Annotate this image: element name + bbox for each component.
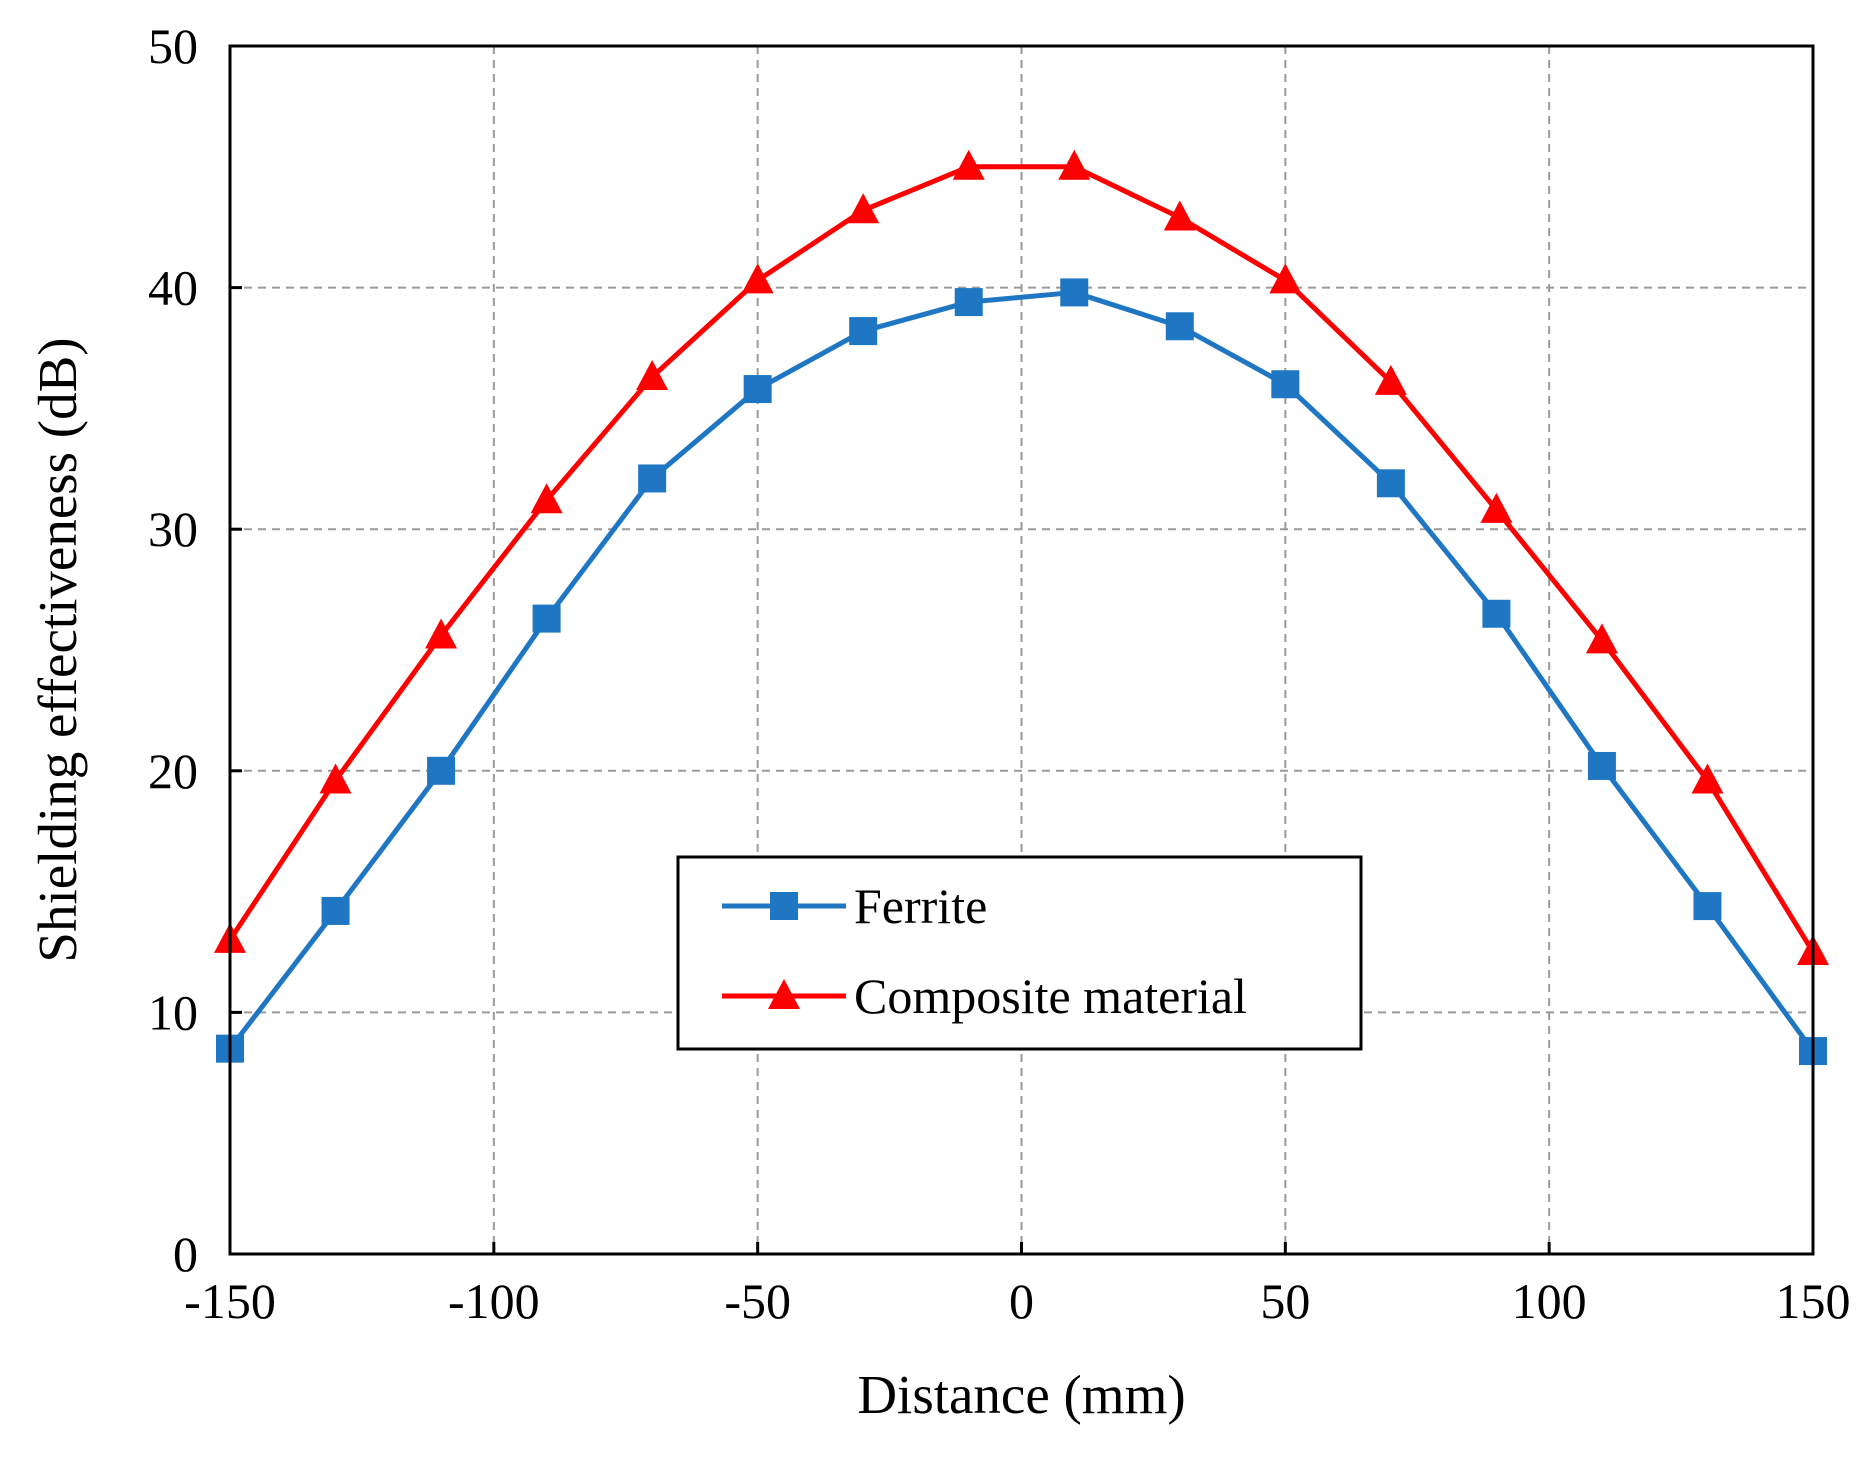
data-point <box>1060 278 1089 307</box>
data-point <box>954 288 983 317</box>
legend-marker <box>768 979 800 1009</box>
y-tick-label: 30 <box>148 501 198 557</box>
series-layer <box>214 149 1829 1066</box>
data-point <box>1058 149 1091 180</box>
y-tick-label: 20 <box>148 743 198 799</box>
y-tick-label: 10 <box>148 984 198 1040</box>
data-point <box>638 464 667 493</box>
data-point <box>427 756 456 785</box>
legend-label: Ferrite <box>854 878 987 934</box>
data-point <box>952 149 985 180</box>
x-tick-label: 150 <box>1776 1273 1851 1329</box>
data-point <box>1271 370 1300 399</box>
data-point <box>1376 469 1405 498</box>
data-point <box>1163 200 1196 231</box>
data-point <box>1585 623 1618 654</box>
data-point <box>1480 492 1513 523</box>
data-point <box>532 604 561 633</box>
data-point <box>741 263 774 294</box>
grid <box>230 46 1813 1254</box>
x-tick-label: 100 <box>1512 1273 1587 1329</box>
x-tick-label: -50 <box>724 1273 791 1329</box>
data-point <box>319 763 352 794</box>
data-point <box>1693 892 1722 921</box>
series-ferrite <box>216 278 1827 1066</box>
legend-label: Composite material <box>854 968 1247 1024</box>
y-axis-title: Shielding effectiveness (dB) <box>27 337 88 962</box>
data-point <box>636 359 669 390</box>
data-point <box>847 193 880 224</box>
data-point <box>530 483 563 514</box>
x-tick-label: -150 <box>184 1273 276 1329</box>
data-point <box>425 618 458 649</box>
data-point <box>1587 751 1616 780</box>
data-point <box>1482 599 1511 628</box>
axes: -150 -100 -50 0 50 100 150 0 10 20 30 40 50 <box>148 18 1851 1329</box>
y-tick-label: 40 <box>148 260 198 316</box>
legend-box <box>676 855 1363 1051</box>
data-point <box>1269 263 1302 294</box>
x-tick-label: -100 <box>448 1273 540 1329</box>
y-tick-label: 0 <box>173 1226 198 1282</box>
data-point <box>1165 312 1194 341</box>
data-point <box>321 896 350 925</box>
y-tick-label: 50 <box>148 18 198 74</box>
data-point <box>1691 763 1724 794</box>
series-line <box>228 289 1816 1053</box>
legend-marker <box>770 892 798 920</box>
legend: Ferrite Composite material <box>676 855 1363 1051</box>
x-tick-label: 50 <box>1260 1273 1310 1329</box>
data-point <box>849 317 878 346</box>
data-point <box>1374 364 1407 395</box>
series-line <box>227 164 1816 954</box>
x-tick-label: 0 <box>1009 1273 1034 1329</box>
data-point <box>743 375 772 404</box>
x-axis-title: Distance (mm) <box>857 1364 1185 1425</box>
